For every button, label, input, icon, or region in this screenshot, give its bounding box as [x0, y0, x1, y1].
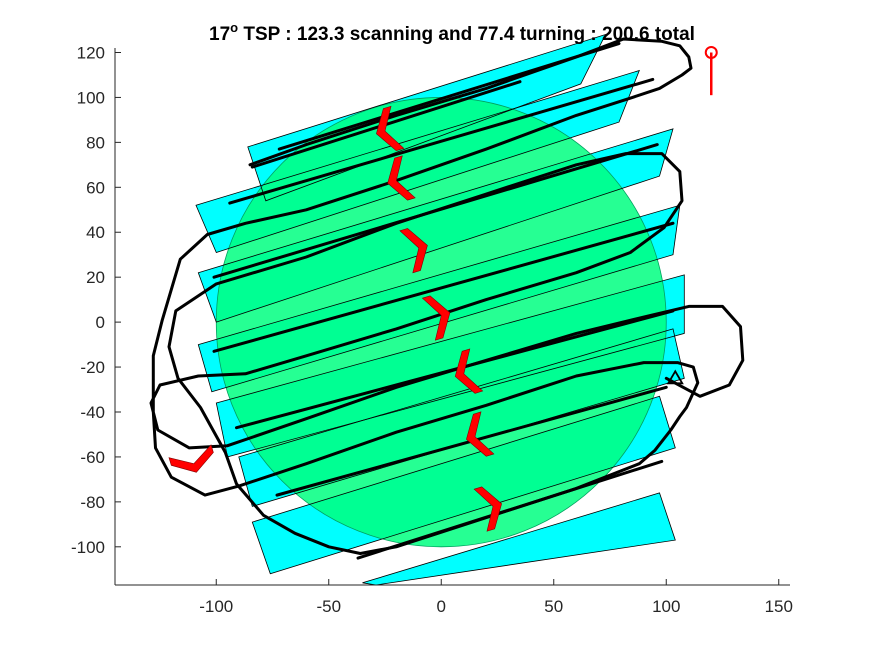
tour-path: [149, 37, 745, 555]
arrow-chevron: [473, 486, 502, 532]
x-tick-label: -100: [199, 597, 233, 616]
y-tick-label: -100: [71, 538, 105, 557]
y-tick-label: 80: [86, 133, 105, 152]
strip-outline: [195, 69, 640, 253]
direction-arrow: [466, 411, 495, 457]
strip-outline: [362, 492, 676, 586]
strip-outline: [197, 128, 674, 323]
arrow-chevron: [399, 228, 428, 274]
y-tick-label: -80: [80, 493, 105, 512]
y-tick-label: 40: [86, 223, 105, 242]
axes: -100 -50 0 50 100 150 -100 -80 -60 -40 -20 0 20 40 60 8…: [71, 43, 793, 616]
direction-arrow: [421, 295, 451, 341]
tour-path-line: [149, 37, 745, 555]
strip-outline: [247, 33, 607, 202]
y-tick-label: 120: [77, 43, 105, 62]
x-tick-label: 150: [765, 597, 793, 616]
y-tick-label: 60: [86, 178, 105, 197]
y-tick-label: -40: [80, 403, 105, 422]
x-tick-label: 50: [544, 597, 563, 616]
y-tick-label: 20: [86, 268, 105, 287]
markers: [666, 45, 718, 385]
direction-arrow: [376, 105, 405, 152]
scan-line: [228, 77, 655, 205]
x-tick-label: 100: [652, 597, 680, 616]
scan-line: [212, 221, 675, 353]
direction-arrows: [168, 105, 502, 532]
arrow-chevron: [376, 105, 405, 152]
arrow-chevron: [168, 444, 214, 473]
strip-outline: [238, 328, 685, 507]
direction-arrow: [473, 486, 502, 532]
arrow-chevron: [454, 348, 484, 394]
strip-outlines: [195, 33, 685, 586]
y-tick-label: 0: [96, 313, 105, 332]
arrow-chevron: [466, 411, 495, 457]
arrow-chevron: [421, 295, 451, 341]
y-tick-label: 100: [77, 88, 105, 107]
strip-outline: [215, 274, 685, 458]
strip-outline: [251, 395, 676, 575]
direction-arrow: [387, 155, 416, 201]
chart-title: 17o TSP : 123.3 scanning and 77.4 turnin…: [209, 20, 695, 45]
arrow-chevron: [387, 155, 416, 201]
direction-arrow: [168, 444, 214, 473]
y-tick-label: -60: [80, 448, 105, 467]
x-tick-label: 0: [437, 597, 446, 616]
start-marker: [704, 45, 718, 59]
scan-strip: [362, 492, 676, 585]
y-tick-label: -20: [80, 358, 105, 377]
x-tick-label: -50: [316, 597, 341, 616]
direction-arrow: [454, 348, 484, 394]
direction-arrow: [399, 228, 428, 274]
end-marker: [666, 369, 684, 385]
